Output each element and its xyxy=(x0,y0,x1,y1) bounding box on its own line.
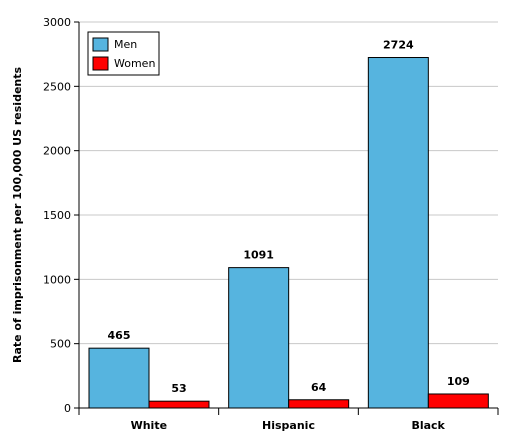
x-category-labels: White Hispanic Black xyxy=(131,419,446,432)
x-category-label: Hispanic xyxy=(262,419,315,432)
legend-swatch-women xyxy=(92,56,109,71)
data-label: 2724 xyxy=(383,39,414,52)
bar-men-white xyxy=(88,347,150,409)
bars xyxy=(88,57,489,409)
bar-women-hispanic xyxy=(288,399,350,409)
data-label: 64 xyxy=(311,381,327,394)
x-category-label: Black xyxy=(411,419,445,432)
y-tick-label: 2000 xyxy=(43,145,71,158)
bar-women-white xyxy=(148,400,210,409)
y-tick-label: 1000 xyxy=(43,273,71,286)
legend: Men Women xyxy=(87,31,160,76)
y-tick-label: 500 xyxy=(50,338,71,351)
data-label: 109 xyxy=(447,375,470,388)
data-labels: 465 53 1091 64 2724 109 xyxy=(108,39,470,396)
data-label: 1091 xyxy=(243,249,274,262)
y-tick-label: 0 xyxy=(64,402,71,415)
data-label: 465 xyxy=(108,329,131,342)
legend-label: Men xyxy=(114,38,137,51)
legend-label: Women xyxy=(114,57,155,70)
y-axis-label: Rate of imprisonment per 100,000 US resi… xyxy=(11,67,24,364)
y-tick-label: 2500 xyxy=(43,80,71,93)
bar-women-black xyxy=(427,393,489,409)
y-tick-label: 3000 xyxy=(43,16,71,29)
x-category-label: White xyxy=(131,419,167,432)
bar-men-hispanic xyxy=(228,267,290,409)
y-tick-label: 1500 xyxy=(43,209,71,222)
legend-swatch-men xyxy=(92,37,109,52)
y-tick-labels: 0 500 1000 1500 2000 2500 3000 xyxy=(43,16,71,415)
data-label: 53 xyxy=(171,382,186,395)
axes xyxy=(74,21,499,415)
bar-men-black xyxy=(367,57,429,409)
